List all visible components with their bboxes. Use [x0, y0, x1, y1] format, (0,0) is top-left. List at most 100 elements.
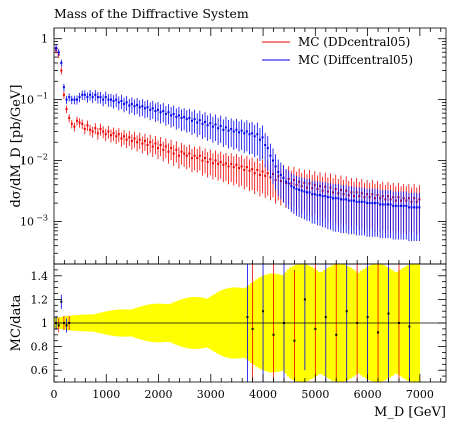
- ratio-point: [65, 324, 68, 327]
- data-point: [70, 122, 73, 125]
- data-point: [143, 107, 146, 110]
- data-point: [154, 110, 157, 113]
- data-point: [65, 108, 68, 111]
- data-point: [264, 174, 267, 177]
- data-point: [266, 172, 269, 175]
- data-point: [115, 135, 118, 138]
- data-point: [196, 121, 199, 124]
- data-point: [366, 202, 369, 205]
- data-point: [290, 185, 293, 188]
- data-point: [198, 154, 201, 157]
- data-point: [285, 180, 288, 183]
- data-point: [214, 159, 217, 162]
- data-point: [353, 199, 356, 202]
- ratio-point: [387, 312, 390, 315]
- data-point: [298, 188, 301, 191]
- data-point: [256, 168, 259, 171]
- data-point: [240, 165, 243, 168]
- data-point: [146, 143, 149, 146]
- data-point: [60, 61, 63, 64]
- data-point: [363, 200, 366, 203]
- data-point: [167, 111, 170, 114]
- data-point: [279, 173, 282, 176]
- data-point: [371, 202, 374, 205]
- data-point: [405, 204, 408, 207]
- data-point: [355, 200, 358, 203]
- data-point: [159, 111, 162, 114]
- data-point: [65, 98, 68, 101]
- ratio-point: [366, 316, 369, 319]
- ratio-point: [303, 298, 306, 301]
- data-point: [68, 96, 71, 99]
- data-point: [238, 167, 241, 170]
- data-point: [78, 96, 81, 99]
- data-point: [162, 110, 165, 113]
- data-point: [245, 130, 248, 133]
- data-point: [324, 195, 327, 198]
- data-point: [183, 152, 186, 155]
- data-point: [243, 168, 246, 171]
- data-point: [274, 165, 277, 168]
- x-tick-label: 5000: [301, 388, 329, 401]
- data-point: [418, 206, 421, 209]
- data-point: [75, 119, 78, 122]
- data-point: [311, 193, 314, 196]
- top-y-axis-label: dσ/dM_D [pb/GeV]: [9, 85, 24, 208]
- series-ddcentral05: [55, 47, 421, 236]
- data-point: [201, 122, 204, 125]
- data-point: [261, 170, 264, 173]
- data-point: [91, 96, 94, 99]
- data-point: [112, 132, 115, 135]
- data-point: [392, 204, 395, 207]
- data-point: [282, 176, 285, 179]
- top-y-tick-exponent: −3: [36, 213, 48, 222]
- data-point: [410, 206, 413, 209]
- data-point: [271, 159, 274, 162]
- data-point: [219, 124, 222, 127]
- top-y-tick-label: 10: [20, 215, 34, 228]
- data-point: [190, 157, 193, 160]
- data-point: [177, 114, 180, 117]
- ratio-point: [272, 333, 275, 336]
- data-point: [235, 128, 238, 131]
- top-y-tick-exponent: −1: [36, 92, 48, 101]
- data-point: [358, 200, 361, 203]
- data-point: [243, 132, 246, 135]
- ratio-y-axis-label: MC/data: [9, 294, 24, 351]
- data-point: [240, 129, 243, 132]
- data-point: [342, 198, 345, 201]
- data-point: [99, 127, 102, 130]
- data-point: [164, 145, 167, 148]
- data-point: [68, 116, 71, 119]
- data-point: [397, 204, 400, 207]
- data-point: [235, 163, 238, 166]
- legend-label-diffcentral05: MC (Diffcentral05): [298, 53, 413, 67]
- data-point: [91, 130, 94, 133]
- data-point: [219, 160, 222, 163]
- data-point: [407, 206, 410, 209]
- data-point: [141, 142, 144, 145]
- data-point: [350, 199, 353, 202]
- data-point: [316, 194, 319, 197]
- ratio-point: [345, 310, 348, 313]
- data-point: [86, 124, 89, 127]
- data-point: [94, 93, 97, 96]
- data-point: [177, 154, 180, 157]
- data-point: [224, 126, 227, 129]
- data-point: [185, 154, 188, 157]
- ratio-point: [408, 325, 411, 328]
- data-point: [329, 196, 332, 199]
- data-point: [107, 130, 110, 133]
- data-point: [308, 191, 311, 194]
- data-point: [102, 130, 105, 133]
- data-point: [339, 198, 342, 201]
- data-point: [337, 197, 340, 200]
- data-point: [214, 123, 217, 126]
- data-point: [334, 197, 337, 200]
- x-axis-ticks: 0 1000 2000 3000 4000 5000 6000 7000: [51, 28, 442, 401]
- data-point: [332, 197, 335, 200]
- x-tick-label: 3000: [197, 388, 225, 401]
- data-point: [253, 172, 256, 175]
- data-point: [188, 152, 191, 155]
- data-point: [55, 47, 58, 50]
